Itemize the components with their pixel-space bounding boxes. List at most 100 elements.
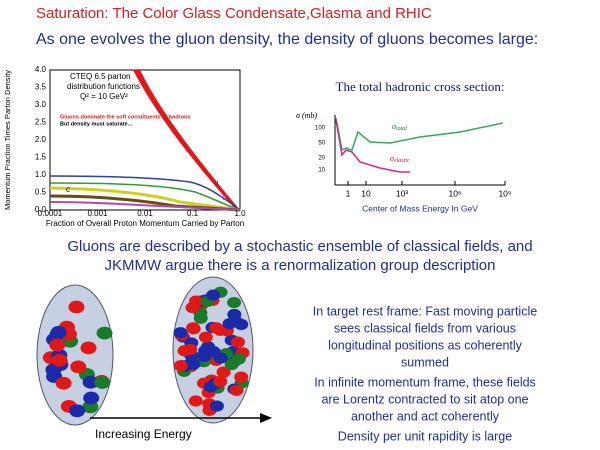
plot-frame — [49, 69, 241, 211]
y-tick-label: 20 — [318, 156, 325, 162]
curve-label: d — [222, 193, 226, 202]
y-label: Momentum Fraction Times Parton Density — [3, 70, 12, 210]
note: But density must saturate... — [60, 121, 133, 127]
gluon-dot — [96, 326, 113, 340]
y-tick-label: 3.5 — [35, 83, 47, 92]
x-tick-label: 0.1 — [187, 209, 199, 218]
y-tick-label: 50 — [318, 141, 325, 147]
y-tick-label: 10 — [318, 168, 325, 174]
gluon-dot — [227, 308, 242, 321]
x-tick-label: 10⁶ — [449, 188, 462, 198]
y-label: σ (mb) — [296, 111, 317, 120]
gluon-dot — [80, 341, 97, 355]
x-label: Fraction of Overall Proton Momentum Carr… — [46, 219, 244, 228]
gluon-dot — [49, 338, 66, 352]
u-curve — [49, 175, 241, 211]
gluon-dot — [222, 318, 237, 330]
note: Gluons dominate the soft constituents of… — [60, 114, 190, 120]
x-label: Center of Mass Energy In GeV — [362, 203, 478, 213]
x-tick-label: 1.0 — [234, 209, 246, 218]
body-text: summed — [401, 355, 449, 369]
gluon-band — [133, 70, 240, 210]
gluon-dot — [198, 331, 213, 343]
body-text: Gluons are described by a stochastic ens… — [67, 238, 532, 255]
gluon-dot — [197, 350, 212, 362]
gluon-dot — [173, 360, 188, 372]
figure-title: The total hadronic cross section: — [336, 79, 505, 94]
gluon-dot — [193, 312, 208, 324]
gluon-dot — [183, 343, 198, 356]
body-text: another and act coherently — [351, 409, 500, 423]
body-text: JKMMW argue there is a renormalization g… — [104, 257, 495, 274]
gluon-dot — [69, 404, 86, 418]
title: Saturation: The Color Glass Condensate,G… — [36, 5, 432, 22]
elastic-curve — [335, 119, 410, 173]
gluon-dot — [83, 391, 100, 405]
legend: distribution functions — [67, 82, 140, 91]
x-tick-label: 10³ — [396, 188, 408, 198]
gluon-dot — [68, 300, 85, 314]
body-text: longitudinal positions as coherently — [328, 338, 523, 352]
gluon-dot — [186, 322, 201, 334]
y-tick-label: 4.0 — [35, 65, 47, 74]
d-curve — [49, 182, 241, 211]
gluon-dot — [234, 371, 249, 383]
y-tick-label: 0.5 — [35, 188, 47, 197]
body-text: are Lorentz contracted to sit atop one — [321, 392, 528, 406]
curve-label: u — [214, 178, 218, 187]
elastic-label: σelastic — [390, 154, 410, 165]
total-label: σtotal — [392, 122, 407, 133]
gluon-dot — [188, 395, 203, 407]
body-text: In infinite momentum frame, these fields — [314, 375, 536, 389]
gluon-dot — [209, 322, 224, 334]
gluon-dot — [173, 327, 188, 339]
gluon-dot — [185, 301, 200, 314]
y-tick-label: 3.0 — [35, 100, 47, 109]
gluon-dot — [51, 353, 68, 367]
y-tick-label: 1.0 — [35, 170, 47, 179]
gluon-dot — [70, 360, 87, 374]
gluon-label: gluons — [175, 96, 202, 106]
c-curve — [49, 194, 241, 212]
gluon-dot — [55, 376, 72, 390]
y-tick-label: 100 — [315, 126, 326, 132]
gluon-dot — [82, 375, 99, 389]
y-tick-label: 2.5 — [35, 118, 47, 127]
gluon-dot — [227, 296, 242, 309]
gluon-dot — [231, 353, 246, 365]
total-curve — [335, 117, 504, 152]
legend: Q² = 10 GeV² — [80, 92, 128, 101]
gluon-dot — [213, 375, 228, 388]
x-tick-label: 1 — [346, 188, 351, 198]
gluon-dot — [186, 358, 201, 370]
right-text: In target rest frame: Fast moving partic… — [313, 304, 537, 443]
x-tick-label: 0.0001 — [38, 209, 63, 218]
arrow-label: Increasing Energy — [95, 427, 192, 441]
subtitle: As one evolves the gluon density, the de… — [36, 31, 538, 48]
x-tick-label: 0.01 — [137, 209, 153, 218]
diagram — [36, 276, 254, 426]
gluon-dot — [50, 325, 67, 339]
gluon-dot — [216, 366, 231, 378]
body-text: sees classical fields from various — [334, 321, 516, 335]
gluon-dot — [206, 289, 221, 301]
b-curve — [49, 201, 241, 211]
gluon-dot — [213, 352, 228, 364]
gluon-dot — [229, 384, 244, 396]
y-tick-label: 2.0 — [35, 135, 47, 144]
arrow-head — [260, 413, 272, 423]
x-tick-label: 0.001 — [87, 209, 108, 218]
y-tick-label: 1.5 — [35, 153, 47, 162]
body-text: In target rest frame: Fast moving partic… — [313, 304, 537, 318]
x-tick-label: 10⁹ — [498, 188, 511, 198]
hadron-ellipse — [36, 284, 114, 426]
y-tick-label: 0.0 — [35, 205, 47, 214]
gluon-dot — [230, 336, 245, 348]
gluon-dot — [94, 376, 111, 389]
s-curve — [49, 186, 241, 212]
x-tick-label: 10 — [361, 188, 371, 198]
curve-label: c — [66, 185, 70, 194]
gluon-dot — [209, 400, 224, 412]
legend: CTEQ 6.5 parton — [70, 72, 130, 81]
